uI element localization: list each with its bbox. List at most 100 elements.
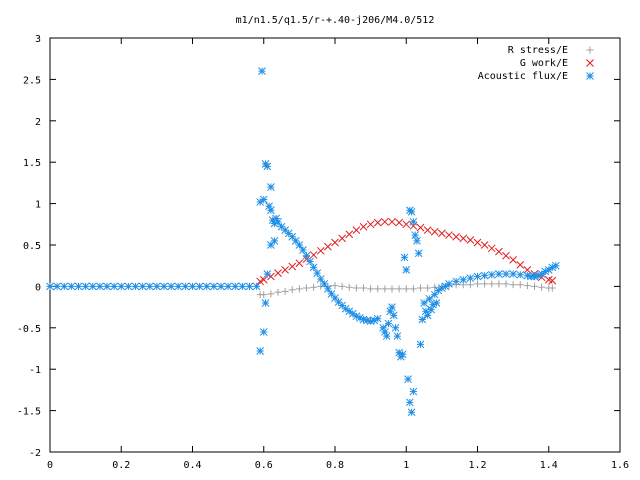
data-point bbox=[416, 340, 425, 349]
x-tick-label: 0.6 bbox=[255, 460, 273, 471]
data-point bbox=[309, 251, 318, 259]
data-point bbox=[407, 408, 416, 417]
data-point bbox=[459, 275, 468, 284]
data-point bbox=[316, 275, 325, 283]
data-point bbox=[174, 282, 183, 291]
data-point bbox=[96, 282, 104, 291]
data-point bbox=[103, 282, 111, 291]
data-point bbox=[259, 275, 268, 284]
data-point bbox=[466, 281, 474, 289]
data-point bbox=[544, 265, 553, 274]
data-point bbox=[452, 277, 460, 286]
data-point bbox=[388, 285, 396, 293]
y-tick-label: 2 bbox=[35, 117, 41, 128]
legend: R stress/E G work/E Acoustic flux/E bbox=[478, 45, 594, 82]
data-point bbox=[452, 232, 460, 241]
data-point bbox=[438, 229, 446, 238]
data-point bbox=[288, 232, 297, 241]
data-point bbox=[366, 317, 375, 326]
data-point bbox=[445, 280, 453, 288]
data-point bbox=[373, 218, 382, 227]
data-point bbox=[359, 315, 368, 324]
data-point bbox=[267, 241, 275, 249]
data-point bbox=[324, 242, 332, 251]
data-point bbox=[331, 282, 339, 290]
data-point bbox=[310, 283, 318, 291]
data-point bbox=[466, 274, 475, 282]
data-point bbox=[331, 294, 339, 302]
data-point bbox=[386, 307, 395, 316]
data-point bbox=[509, 270, 517, 278]
data-point bbox=[366, 220, 375, 229]
data-point bbox=[324, 285, 332, 293]
data-point bbox=[402, 285, 410, 293]
data-point bbox=[345, 230, 354, 239]
data-point bbox=[110, 282, 118, 291]
data-point bbox=[352, 226, 361, 234]
data-point bbox=[487, 270, 496, 279]
data-point bbox=[379, 323, 387, 332]
data-point bbox=[445, 231, 453, 239]
data-point bbox=[259, 328, 268, 336]
data-point bbox=[288, 262, 297, 271]
data-point bbox=[423, 226, 432, 234]
data-point bbox=[260, 291, 268, 299]
data-point bbox=[416, 223, 425, 232]
data-point bbox=[267, 290, 275, 298]
data-point bbox=[256, 347, 265, 355]
data-point bbox=[359, 222, 368, 231]
data-point bbox=[288, 286, 296, 294]
data-point bbox=[417, 284, 424, 292]
data-point bbox=[363, 316, 371, 325]
data-point bbox=[402, 265, 411, 274]
axis-ticks: 0 0.2 0.4 0.6 0.8 1 1.2 1.4 1.6 3 2.5 2 1.5 1 0.5 0 -0.5… bbox=[17, 34, 629, 471]
data-point bbox=[552, 261, 560, 270]
data-point bbox=[409, 285, 417, 293]
data-point bbox=[381, 285, 389, 293]
data-point bbox=[541, 267, 550, 276]
plot-frame bbox=[49, 37, 621, 453]
data-point bbox=[331, 238, 339, 247]
data-point bbox=[352, 312, 361, 321]
data-point bbox=[538, 283, 546, 291]
data-point bbox=[341, 304, 350, 313]
data-point bbox=[210, 282, 218, 291]
data-point bbox=[88, 282, 97, 291]
y-tick-label: -1.5 bbox=[17, 407, 41, 418]
data-point bbox=[523, 271, 532, 280]
x-tick-label: 1.6 bbox=[611, 460, 629, 471]
data-point bbox=[495, 247, 503, 256]
data-point bbox=[245, 282, 254, 291]
data-point bbox=[466, 236, 475, 244]
data-point bbox=[530, 272, 539, 281]
data-point bbox=[306, 257, 314, 266]
data-point bbox=[265, 202, 273, 210]
data-point bbox=[274, 217, 282, 226]
data-point bbox=[138, 282, 147, 291]
data-point bbox=[438, 284, 446, 292]
legend-marker bbox=[586, 46, 594, 54]
data-point bbox=[317, 282, 325, 290]
data-point bbox=[295, 241, 304, 249]
y-tick-label: 1 bbox=[35, 200, 41, 211]
data-point bbox=[473, 272, 482, 281]
data-point bbox=[381, 328, 389, 336]
data-point bbox=[423, 311, 432, 320]
legend-marker bbox=[586, 72, 594, 80]
data-point bbox=[388, 217, 396, 226]
legend-label: Acoustic flux/E bbox=[478, 71, 568, 82]
data-point bbox=[548, 284, 556, 292]
data-point bbox=[313, 269, 322, 278]
data-point bbox=[421, 307, 430, 316]
data-point bbox=[167, 282, 175, 291]
data-point bbox=[145, 282, 154, 291]
data-point bbox=[409, 217, 418, 226]
data-point bbox=[131, 282, 140, 291]
data-point bbox=[267, 206, 275, 215]
data-point bbox=[153, 282, 161, 291]
data-point bbox=[393, 332, 402, 340]
data-point bbox=[367, 285, 375, 293]
data-point bbox=[395, 285, 403, 293]
data-point bbox=[316, 246, 325, 255]
data-point bbox=[395, 218, 403, 227]
